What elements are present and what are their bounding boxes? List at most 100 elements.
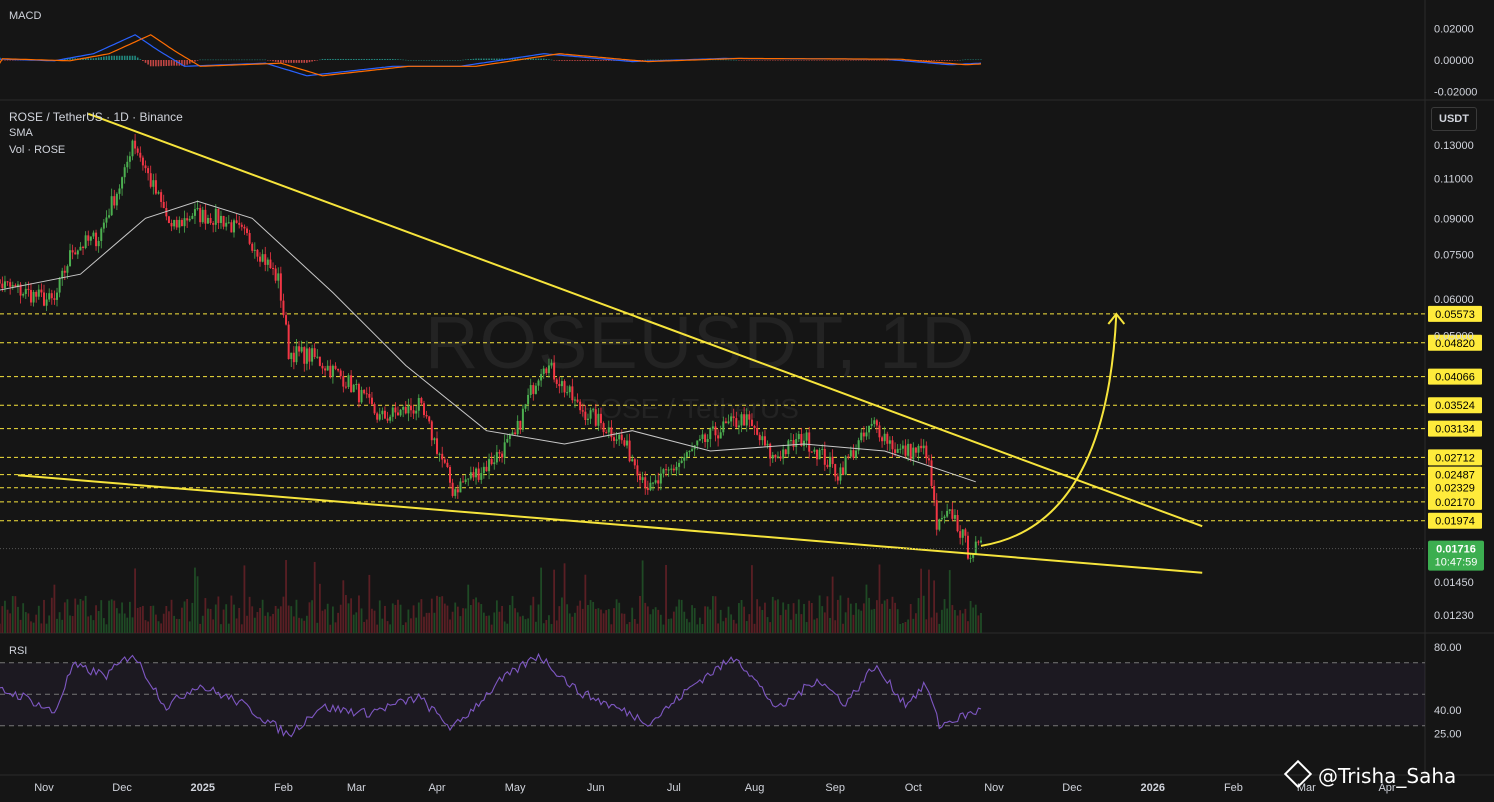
- candle[interactable]: [48, 293, 51, 300]
- candle[interactable]: [290, 352, 293, 360]
- candle[interactable]: [537, 380, 540, 386]
- candle[interactable]: [659, 473, 662, 484]
- candle[interactable]: [456, 489, 459, 493]
- candle[interactable]: [782, 449, 785, 459]
- candle[interactable]: [766, 443, 769, 446]
- candle[interactable]: [868, 425, 871, 433]
- candle[interactable]: [16, 284, 19, 287]
- candle[interactable]: [113, 196, 116, 206]
- candle[interactable]: [519, 420, 522, 430]
- candle[interactable]: [743, 414, 746, 426]
- candle[interactable]: [914, 447, 917, 453]
- candle[interactable]: [188, 218, 191, 221]
- candle[interactable]: [89, 236, 92, 241]
- candle[interactable]: [71, 250, 74, 253]
- candle[interactable]: [685, 452, 688, 458]
- candle[interactable]: [256, 249, 259, 257]
- candle[interactable]: [53, 298, 56, 300]
- candle[interactable]: [477, 468, 480, 480]
- candle[interactable]: [610, 427, 613, 438]
- candle[interactable]: [948, 509, 951, 511]
- candle[interactable]: [469, 472, 472, 479]
- candle[interactable]: [748, 414, 751, 420]
- candle[interactable]: [264, 254, 267, 265]
- candle[interactable]: [506, 438, 509, 443]
- candle[interactable]: [339, 370, 342, 377]
- candle[interactable]: [571, 386, 574, 401]
- candle[interactable]: [623, 440, 626, 446]
- candle[interactable]: [675, 466, 678, 471]
- currency-button[interactable]: USDT: [1431, 107, 1477, 131]
- candle[interactable]: [503, 442, 506, 458]
- candle[interactable]: [331, 365, 334, 377]
- candle[interactable]: [433, 438, 436, 441]
- candle[interactable]: [654, 480, 657, 483]
- candle[interactable]: [480, 473, 483, 480]
- candle[interactable]: [11, 285, 14, 287]
- candle[interactable]: [831, 456, 834, 465]
- candle[interactable]: [592, 409, 595, 411]
- candle[interactable]: [344, 386, 347, 388]
- candle[interactable]: [802, 440, 805, 446]
- candle[interactable]: [449, 467, 452, 483]
- candle[interactable]: [24, 288, 27, 294]
- candle[interactable]: [300, 347, 303, 352]
- candle[interactable]: [347, 375, 350, 388]
- candle[interactable]: [511, 432, 514, 435]
- candle[interactable]: [792, 440, 795, 447]
- candle[interactable]: [66, 266, 69, 273]
- candle[interactable]: [553, 362, 556, 380]
- candle[interactable]: [149, 173, 152, 187]
- candle[interactable]: [446, 462, 449, 468]
- candle[interactable]: [959, 531, 962, 538]
- candle[interactable]: [430, 421, 433, 441]
- candle[interactable]: [56, 292, 59, 300]
- macd-line[interactable]: [0, 34, 982, 77]
- candle[interactable]: [475, 468, 478, 478]
- candle[interactable]: [763, 436, 766, 446]
- candle[interactable]: [454, 489, 457, 496]
- candle[interactable]: [186, 218, 189, 221]
- candle[interactable]: [727, 421, 730, 424]
- candle[interactable]: [246, 228, 249, 234]
- candle[interactable]: [901, 445, 904, 449]
- candle[interactable]: [951, 509, 954, 519]
- candle[interactable]: [251, 243, 254, 251]
- candle[interactable]: [779, 456, 782, 459]
- candle[interactable]: [576, 399, 579, 402]
- candle[interactable]: [670, 468, 673, 470]
- candle[interactable]: [756, 428, 759, 435]
- candle[interactable]: [102, 222, 105, 229]
- candle[interactable]: [555, 379, 558, 384]
- candle[interactable]: [32, 291, 35, 303]
- rsi-line[interactable]: [0, 652, 982, 738]
- candle[interactable]: [386, 418, 389, 421]
- candle[interactable]: [568, 386, 571, 393]
- candle[interactable]: [865, 432, 868, 437]
- legend-volume[interactable]: Vol · ROSE: [9, 144, 66, 156]
- candle[interactable]: [183, 218, 186, 227]
- candle[interactable]: [173, 219, 176, 227]
- candle[interactable]: [493, 462, 496, 465]
- candle[interactable]: [935, 500, 938, 530]
- candle[interactable]: [605, 432, 608, 434]
- candle[interactable]: [524, 404, 527, 409]
- candle[interactable]: [917, 445, 920, 453]
- candle[interactable]: [63, 270, 66, 273]
- candle[interactable]: [849, 450, 852, 457]
- candle[interactable]: [235, 220, 238, 223]
- candle[interactable]: [521, 408, 524, 430]
- candle[interactable]: [425, 414, 428, 417]
- candle[interactable]: [441, 453, 444, 460]
- candle[interactable]: [922, 445, 925, 449]
- candle[interactable]: [214, 208, 217, 225]
- candle[interactable]: [383, 410, 386, 419]
- candle[interactable]: [238, 222, 241, 225]
- candle[interactable]: [979, 540, 982, 543]
- candle[interactable]: [14, 285, 17, 287]
- candle[interactable]: [79, 246, 82, 251]
- candle[interactable]: [558, 383, 561, 387]
- candle[interactable]: [376, 413, 379, 420]
- candle[interactable]: [396, 412, 399, 416]
- candle[interactable]: [40, 289, 43, 293]
